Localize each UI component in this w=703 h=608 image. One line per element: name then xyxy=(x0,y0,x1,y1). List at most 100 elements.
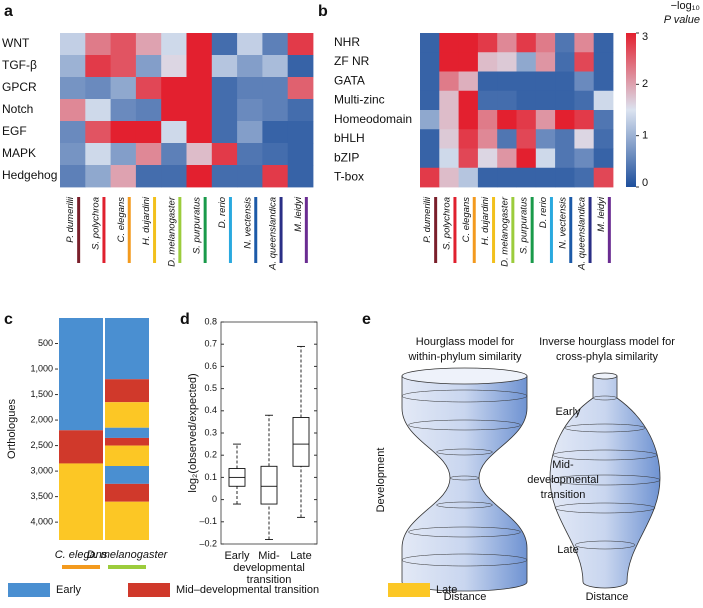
column-label: A. queenslandica xyxy=(268,197,279,271)
heatmap-cell xyxy=(458,110,479,130)
panel-label: c xyxy=(4,311,13,328)
segment xyxy=(105,427,149,438)
hourglass-rings xyxy=(401,389,528,567)
panel-label: d xyxy=(180,311,190,328)
y-tick-label: 3,500 xyxy=(30,491,53,501)
heatmap-cell xyxy=(85,55,111,78)
column-label: C. elegans xyxy=(461,197,472,243)
heatmap-cell xyxy=(237,77,263,100)
y-tick-label: 0 xyxy=(212,494,217,504)
heatmap-cell xyxy=(439,52,459,72)
heatmap-cell xyxy=(186,165,213,188)
heatmap-cell xyxy=(85,77,111,100)
y-tick-label: 0.4 xyxy=(204,405,217,415)
legend-swatch xyxy=(128,583,170,597)
heatmap-cell xyxy=(555,148,575,169)
heatmap-cell xyxy=(477,90,498,111)
heatmap-cell xyxy=(555,33,575,53)
model-title: cross-phyla similarity xyxy=(556,351,659,363)
heatmap-cell xyxy=(262,121,289,144)
heatmap-cell xyxy=(60,121,86,144)
box xyxy=(260,465,278,505)
heatmap-cell xyxy=(60,165,86,188)
heatmap-cell xyxy=(516,33,537,53)
heatmap-cell xyxy=(477,167,498,188)
colorbar-tick-label: 1 xyxy=(642,130,648,142)
heatmap-cell xyxy=(497,71,517,92)
model-title: within-phylum similarity xyxy=(407,351,522,363)
y-tick-label: 2,500 xyxy=(30,440,53,450)
stage-label: developmental xyxy=(527,474,599,486)
x-tick-label: developmental xyxy=(233,562,305,574)
heatmap-cell xyxy=(110,77,137,100)
legend-swatch xyxy=(388,583,430,597)
heatmap-cell xyxy=(439,90,459,111)
row-label: EGF xyxy=(2,124,27,138)
heatmap-cell xyxy=(237,165,263,188)
heatmap-cell xyxy=(477,52,498,72)
axis-label: Distance xyxy=(444,591,487,603)
heatmap-cell xyxy=(85,143,111,166)
heatmap-cell xyxy=(420,167,440,188)
panel-label: a xyxy=(4,3,13,20)
heatmap-cell xyxy=(110,55,137,78)
heatmap-cell xyxy=(262,143,289,166)
heatmap-cell xyxy=(593,33,614,53)
colorbar xyxy=(626,33,636,187)
heatmap-cell xyxy=(574,148,595,169)
panel-label: e xyxy=(362,311,371,328)
heatmap-cell xyxy=(262,77,289,100)
y-tick-label: 0.1 xyxy=(204,472,217,482)
heatmap-cell xyxy=(497,110,517,130)
stage-label: Mid- xyxy=(552,459,574,471)
heatmap-cell xyxy=(211,143,238,166)
heatmap-cell xyxy=(458,71,479,92)
heatmap-cell xyxy=(497,148,517,169)
y-tick-label: 4,000 xyxy=(30,517,53,527)
y-tick-label: 3,000 xyxy=(30,465,53,475)
axis-label: Distance xyxy=(586,591,629,603)
row-label: MAPK xyxy=(2,146,36,160)
heatmap-cell xyxy=(477,148,498,169)
heatmap-cell xyxy=(555,71,575,92)
x-tick-label: transition xyxy=(247,574,292,586)
segment xyxy=(105,501,149,540)
heatmap-cell xyxy=(186,33,213,56)
heatmap-cell xyxy=(439,148,459,169)
segment xyxy=(105,466,149,484)
heatmap-cell xyxy=(477,129,498,149)
heatmap-cell xyxy=(186,143,213,166)
heatmap-cell xyxy=(110,121,137,144)
heatmap-cell xyxy=(262,55,289,78)
heatmap-cell xyxy=(477,71,498,92)
legend-label: Early xyxy=(56,584,82,596)
heatmap-cell xyxy=(593,129,614,149)
heatmap-cell xyxy=(497,33,517,53)
legend-label: Mid–developmental transition xyxy=(176,584,319,596)
heatmap-cell xyxy=(574,71,595,92)
heatmap-cell xyxy=(555,52,575,72)
column-label: M. leidyi xyxy=(293,196,304,232)
heatmap-cell xyxy=(135,77,162,100)
heatmap-cell xyxy=(593,110,614,130)
heatmap-cell xyxy=(262,33,289,56)
heatmap-cell xyxy=(477,33,498,53)
column-label: S. polychroa xyxy=(441,197,452,250)
segment xyxy=(105,437,149,446)
heatmap-cell xyxy=(516,71,537,92)
y-tick-label: 0.5 xyxy=(204,383,217,393)
hourglass-top xyxy=(401,367,528,385)
heatmap-cell xyxy=(211,33,238,56)
model-title: Hourglass model for xyxy=(416,336,515,348)
heatmap-cell xyxy=(516,52,537,72)
heatmap-cell xyxy=(237,121,263,144)
x-tick-label: Early xyxy=(224,550,250,562)
heatmap-cell xyxy=(593,90,614,111)
panel-e: e Hourglass model for within-phylum simi… xyxy=(362,311,675,603)
heatmap-cell xyxy=(110,143,137,166)
heatmap-cell xyxy=(574,167,595,188)
heatmap-cell xyxy=(161,143,187,166)
heatmap-cell xyxy=(60,33,86,56)
heatmap-cell xyxy=(574,90,595,111)
heatmap-cell xyxy=(477,110,498,130)
